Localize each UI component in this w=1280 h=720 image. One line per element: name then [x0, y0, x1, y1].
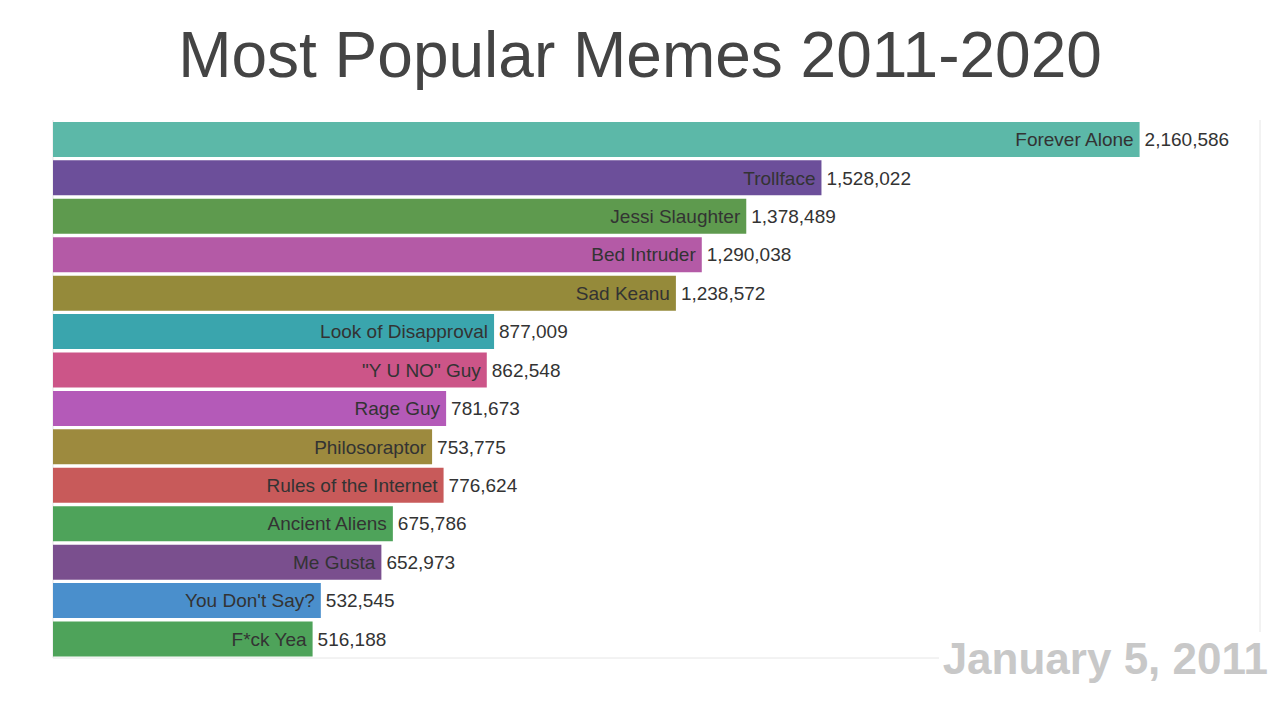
svg-text:781,673: 781,673: [451, 398, 520, 419]
svg-text:1,238,572: 1,238,572: [681, 283, 766, 304]
svg-text:Rules of the Internet: Rules of the Internet: [266, 475, 438, 496]
svg-text:Jessi Slaughter: Jessi Slaughter: [610, 206, 741, 227]
svg-text:675,786: 675,786: [398, 513, 467, 534]
svg-text:532,545: 532,545: [326, 590, 395, 611]
svg-text:Bed Intruder: Bed Intruder: [591, 244, 696, 265]
svg-text:877,009: 877,009: [499, 321, 568, 342]
svg-text:"Y U NO" Guy: "Y U NO" Guy: [362, 360, 481, 381]
svg-text:Look of Disapproval: Look of Disapproval: [320, 321, 488, 342]
svg-text:Philosoraptor: Philosoraptor: [314, 437, 427, 458]
html-text:January 5, 2011: January 5, 2011: [942, 634, 1268, 683]
svg-text:516,188: 516,188: [318, 629, 387, 650]
html-text:Most Popular Memes 2011-2020: Most Popular Memes 2011-2020: [178, 19, 1102, 91]
svg-text:753,775: 753,775: [437, 437, 506, 458]
svg-text:862,548: 862,548: [492, 360, 561, 381]
svg-text:2,160,586: 2,160,586: [1145, 129, 1230, 150]
svg-text:Me Gusta: Me Gusta: [293, 552, 376, 573]
svg-text:Forever Alone: Forever Alone: [1015, 129, 1133, 150]
svg-text:Trollface: Trollface: [743, 168, 815, 189]
svg-text:652,973: 652,973: [386, 552, 455, 573]
svg-text:Ancient Aliens: Ancient Aliens: [268, 513, 387, 534]
svg-text:1,378,489: 1,378,489: [751, 206, 836, 227]
svg-text:1,528,022: 1,528,022: [826, 168, 911, 189]
svg-text:776,624: 776,624: [449, 475, 518, 496]
svg-text:F*ck Yea: F*ck Yea: [232, 629, 307, 650]
svg-text:You Don't Say?: You Don't Say?: [185, 590, 315, 611]
svg-text:1,290,038: 1,290,038: [707, 244, 792, 265]
svg-text:Rage Guy: Rage Guy: [355, 398, 441, 419]
svg-text:Sad Keanu: Sad Keanu: [576, 283, 670, 304]
